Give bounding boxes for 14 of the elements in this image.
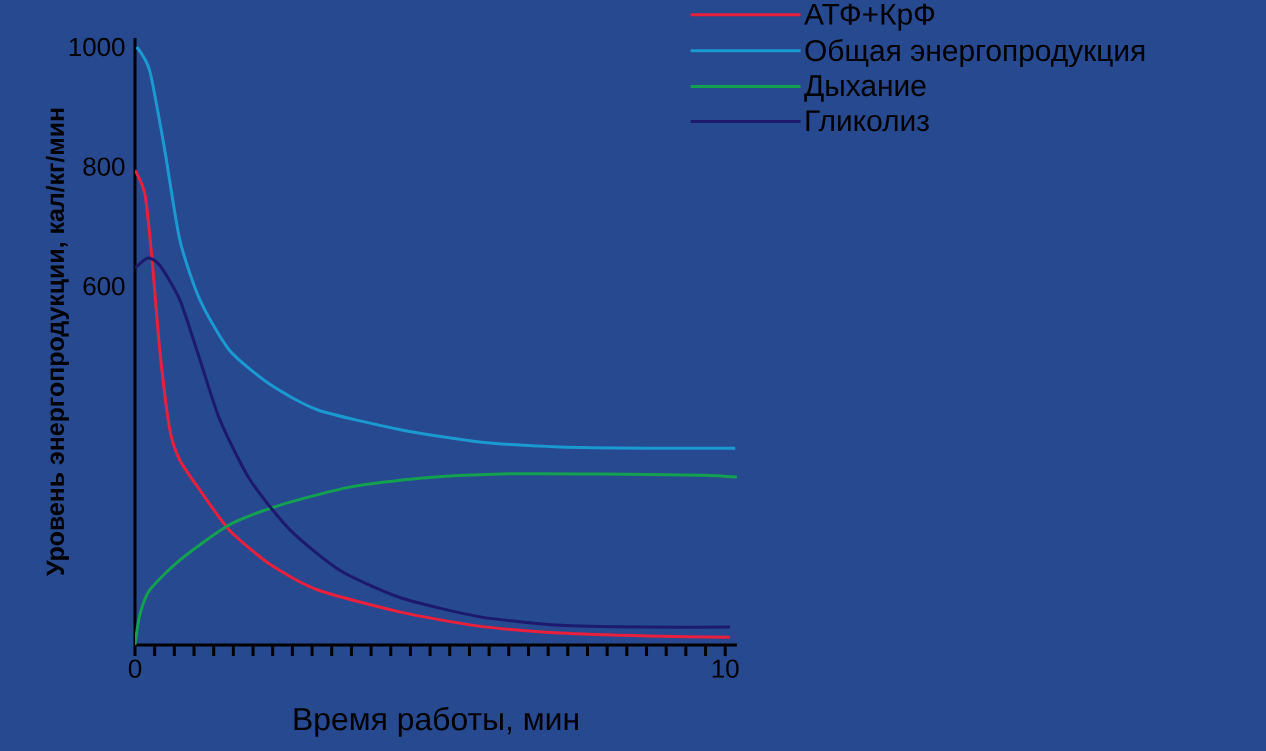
- legend-label: АТФ+КрФ: [804, 3, 935, 31]
- x-axis-title: Время работы, мин: [294, 706, 578, 737]
- line-series: [135, 45, 737, 450]
- legend-label: Гликолиз: [806, 110, 929, 132]
- legend-label: Дыхание: [804, 75, 926, 102]
- y-tick-label: 600: [83, 277, 125, 296]
- x-tick-label: 10: [712, 659, 739, 678]
- y-tick-label: 1000: [69, 37, 125, 57]
- line-series: [135, 168, 732, 639]
- legend-label: Общая энергопродукция: [805, 38, 1145, 68]
- line-series: [135, 256, 732, 629]
- y-axis-title: Уровень энергопродукции, кал/кг/мин: [45, 108, 70, 577]
- x-tick-label: 0: [128, 659, 142, 678]
- y-tick-label: 800: [83, 157, 125, 176]
